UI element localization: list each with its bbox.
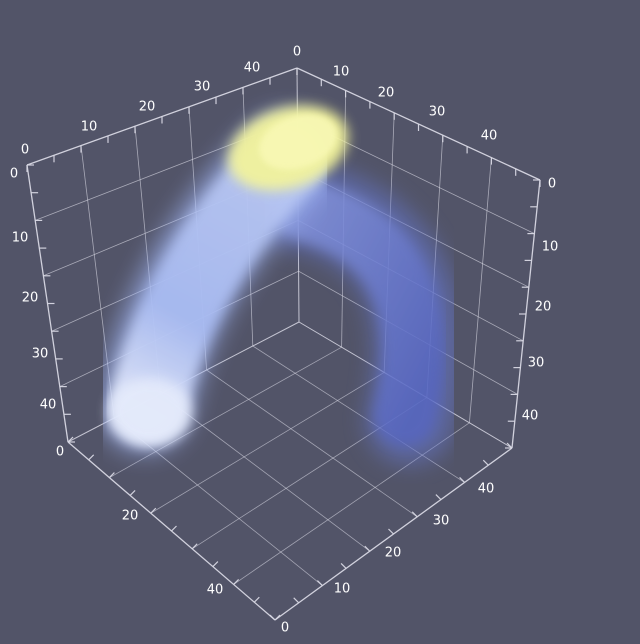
near-end-highlight [108, 378, 192, 446]
top-right-edge-label: 20 [378, 86, 395, 101]
left-vertical-label: 10 [12, 231, 29, 246]
right-wall-gridline-v [469, 157, 492, 423]
tick-bottom-right [482, 459, 489, 466]
tick-bottom-right [316, 580, 323, 587]
top-left-edge-label: 10 [81, 120, 98, 135]
tick-bottom-right [506, 442, 513, 449]
tick-bottom-right [459, 476, 466, 483]
bottom-left-edge-label: 0 [56, 445, 64, 460]
right-vertical-label: 30 [528, 356, 545, 371]
floor-gridline-b [109, 346, 342, 478]
bottom-left-edge-label: 20 [122, 509, 139, 524]
tick-bottom-right [411, 511, 418, 518]
left-vertical-label: 30 [32, 347, 49, 362]
tick-bottom-left [150, 507, 157, 514]
bottom-right-edge-label: 40 [478, 482, 495, 497]
far-leg-core [274, 179, 445, 446]
floor-gridline-a [160, 393, 371, 552]
tick-bottom-left [171, 525, 177, 532]
tick-bottom-left [191, 543, 198, 550]
top-origin-label: 0 [293, 45, 301, 60]
tick-bottom-right [435, 494, 442, 501]
bottom-right-edge-label: 20 [385, 546, 402, 561]
top-left-edge-label: 40 [244, 61, 261, 76]
top-left-edge-label: 20 [139, 100, 156, 115]
near-leg-core [109, 121, 325, 444]
top-right-edge-label: 40 [481, 129, 498, 144]
tick-bottom-right [364, 545, 371, 552]
axis-labels: 0403020100102030400010203040102030400204… [10, 45, 558, 636]
tick-bottom-right [269, 614, 276, 621]
tick-bottom-right [340, 562, 347, 569]
top-right-edge-label: 30 [429, 105, 446, 120]
left-vertical-label: 40 [40, 398, 57, 413]
top-left-edge-label: 0 [21, 143, 29, 158]
tick-bottom-left [108, 472, 115, 479]
tick-bottom-left [88, 454, 95, 461]
tick-bottom-right [293, 597, 300, 604]
tick-bottom-left [253, 596, 260, 603]
tick-bottom-left [233, 578, 240, 585]
right-vertical-label: 10 [542, 240, 559, 255]
bottom-left-edge-label: 40 [207, 583, 224, 598]
top-cap-core [259, 114, 337, 170]
floor-gridline-a [206, 369, 418, 518]
left-vertical-label: 20 [22, 291, 39, 306]
top-right-edge-label: 10 [333, 65, 350, 80]
top-right-edge-label: 0 [548, 177, 556, 192]
floor-gridline-b [150, 372, 385, 514]
tick-bottom-left [274, 614, 281, 621]
bottom-right-edge-label: 30 [433, 514, 450, 529]
right-vertical-label: 20 [535, 300, 552, 315]
bounding-box-edges [26, 67, 541, 621]
tick-bottom-left [67, 436, 74, 443]
volume-arch [95, 105, 464, 465]
bottom-right-edge-label: 0 [281, 621, 289, 636]
tick-bottom-left [129, 489, 136, 496]
left-vertical-label: 0 [10, 167, 18, 182]
bottom-right-edge-label: 10 [334, 582, 351, 597]
tick-bottom-right [388, 528, 394, 535]
tick-bottom-left [212, 561, 219, 568]
top-left-edge-label: 30 [194, 80, 211, 95]
right-vertical-label: 40 [522, 409, 539, 424]
